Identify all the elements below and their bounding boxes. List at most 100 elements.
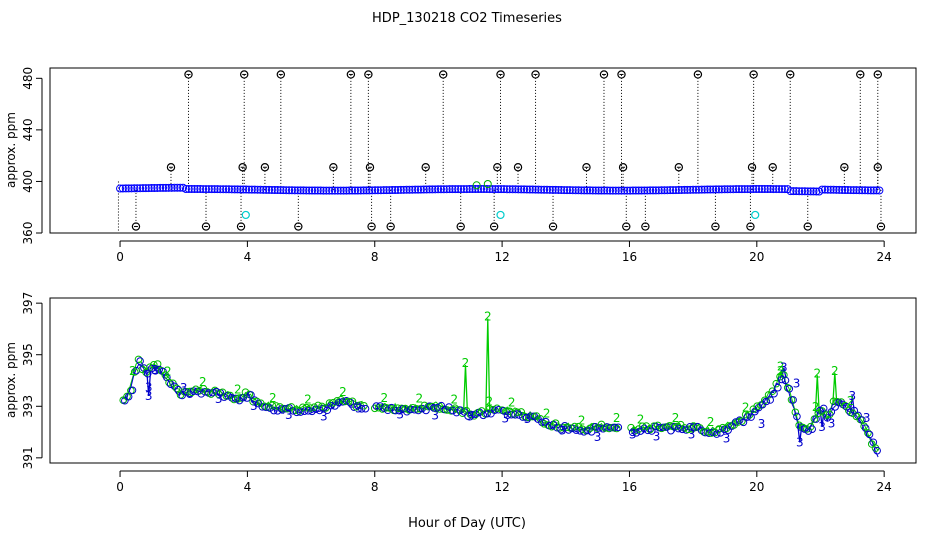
baseline-point — [187, 185, 196, 194]
green-marker — [485, 405, 494, 413]
baseline-point — [666, 186, 675, 195]
blue-marker — [403, 407, 411, 416]
flag-point — [166, 163, 176, 172]
blue-marker — [308, 407, 316, 416]
series-label-3: 3 — [524, 412, 532, 426]
baseline-point — [462, 185, 471, 194]
y-tick-label: 440 — [21, 118, 35, 141]
baseline-point — [542, 185, 551, 194]
baseline-point — [236, 185, 245, 194]
baseline-point — [594, 186, 603, 195]
series-line-3 — [123, 364, 363, 414]
green-marker — [707, 429, 716, 437]
flag-point — [329, 163, 338, 172]
green-marker — [310, 403, 319, 411]
baseline-point — [161, 183, 170, 192]
baseline-point — [216, 185, 225, 194]
baseline-point — [786, 187, 795, 196]
green-marker — [203, 388, 212, 396]
baseline-point — [222, 185, 231, 194]
blue-marker — [831, 403, 839, 411]
baseline-point — [287, 186, 296, 195]
baseline-point — [396, 185, 405, 194]
baseline-point — [457, 185, 466, 194]
baseline-point — [190, 185, 199, 194]
baseline-point — [285, 186, 294, 195]
y-tick-label: 395 — [21, 343, 35, 366]
baseline-point — [184, 185, 193, 194]
green-marker — [234, 395, 242, 403]
baseline-point — [422, 185, 431, 194]
baseline-point — [637, 186, 646, 195]
blue-marker — [766, 396, 774, 404]
baseline-point — [818, 185, 827, 194]
baseline-point — [729, 185, 738, 194]
baseline-point — [706, 185, 715, 194]
blue-marker — [747, 413, 755, 421]
baseline-point — [694, 185, 703, 194]
baseline-point — [654, 186, 663, 195]
x-tick-label: 12 — [494, 480, 509, 494]
blue-marker — [808, 425, 817, 433]
baseline-point — [743, 185, 752, 194]
baseline-point — [305, 186, 314, 195]
baseline-point — [514, 185, 523, 194]
baseline-point — [141, 184, 150, 193]
flag-point — [876, 222, 886, 231]
series-label-2: 2 — [199, 375, 207, 389]
blue-marker — [372, 402, 381, 410]
series-label-3: 3 — [629, 428, 637, 442]
baseline-point — [336, 186, 345, 195]
baseline-point — [603, 186, 612, 195]
baseline-point — [780, 185, 789, 194]
baseline-point — [723, 185, 732, 194]
baseline-point — [399, 185, 408, 194]
series-label-2: 2 — [812, 400, 820, 414]
baseline-point — [540, 185, 549, 194]
baseline-point — [193, 185, 202, 194]
baseline-point — [737, 185, 746, 194]
baseline-point — [740, 185, 749, 194]
baseline-point — [663, 186, 672, 195]
green-marker — [540, 419, 548, 428]
green-marker — [680, 424, 689, 432]
cyan-point — [496, 210, 505, 220]
baseline-point — [560, 186, 569, 195]
baseline-point — [265, 185, 274, 194]
series-label-3: 3 — [559, 423, 567, 437]
green-point — [472, 181, 481, 190]
baseline-point — [626, 186, 635, 195]
blue-marker — [247, 391, 255, 399]
series-label-2: 2 — [672, 411, 680, 425]
x-tick-label: 4 — [244, 250, 252, 264]
baseline-point — [580, 186, 589, 195]
bottom-panel-frame — [49, 297, 917, 464]
baseline-point — [359, 186, 368, 195]
green-marker — [142, 368, 150, 377]
baseline-point — [852, 186, 861, 195]
baseline-point — [835, 185, 844, 194]
baseline-point — [520, 185, 529, 194]
flag-point — [768, 163, 777, 172]
baseline-point — [680, 185, 689, 194]
baseline-point — [703, 185, 712, 194]
flag-point — [240, 70, 249, 79]
baseline-point — [600, 186, 609, 195]
flag-point — [746, 222, 755, 231]
green-marker — [525, 413, 533, 422]
series-label-3: 3 — [501, 411, 509, 425]
x-tick-label: 8 — [371, 250, 379, 264]
blue-marker — [414, 406, 423, 415]
baseline-point — [795, 187, 804, 196]
series-label-2: 2 — [304, 393, 312, 407]
flag-point — [618, 163, 628, 172]
flag-point — [513, 163, 523, 172]
blue-marker — [854, 411, 862, 420]
baseline-point — [820, 185, 829, 194]
baseline-point — [351, 186, 360, 195]
baseline-point — [239, 185, 248, 194]
green-marker — [264, 403, 273, 411]
baseline-point — [588, 186, 597, 195]
baseline-point — [646, 186, 655, 195]
